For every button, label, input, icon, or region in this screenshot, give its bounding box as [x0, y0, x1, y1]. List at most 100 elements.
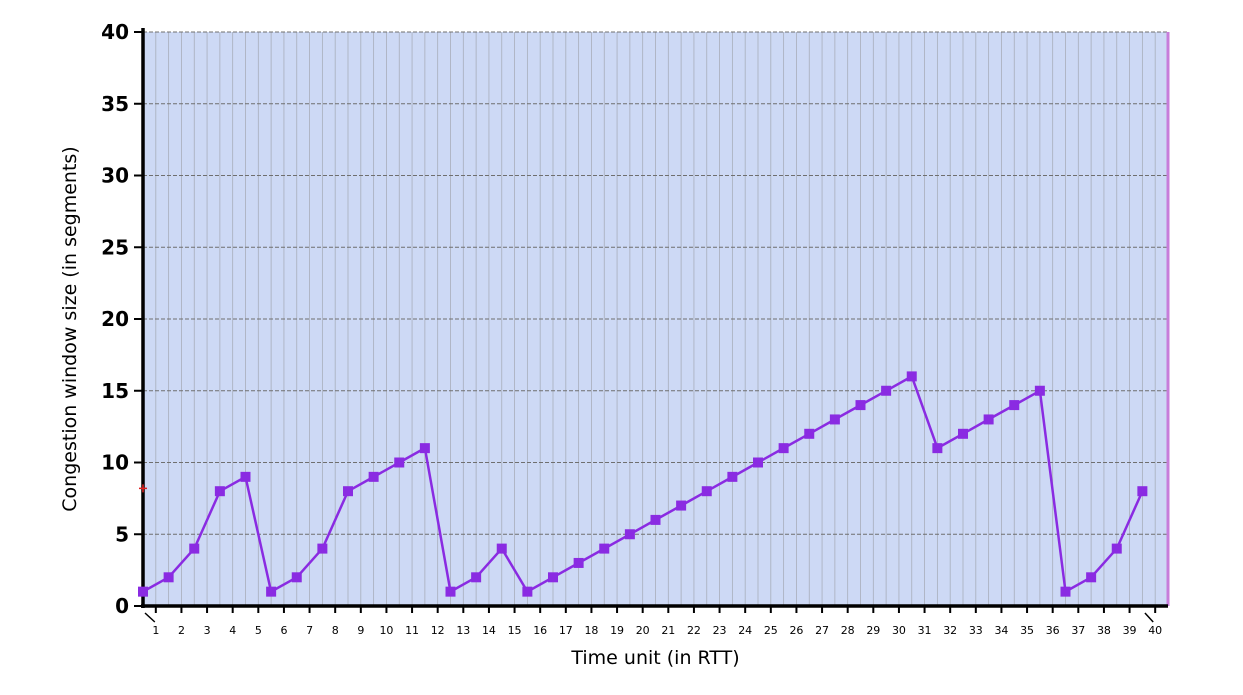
y-tick-labels: 0 5 10 15 20 25 30 35 40 — [101, 20, 143, 618]
y-tick-label: 10 — [101, 451, 129, 475]
y-tick-label: 5 — [115, 522, 129, 546]
data-point — [676, 500, 687, 511]
data-point — [368, 471, 379, 482]
y-tick-label: 20 — [101, 307, 129, 331]
x-label-pointer — [1144, 612, 1154, 623]
y-tick-label: 30 — [101, 164, 129, 188]
x-tick-label: 11 — [405, 624, 419, 637]
data-point — [419, 443, 430, 454]
y-axis-title: Congestion window size (in segments) — [59, 146, 81, 511]
x-tick-label: 22 — [687, 624, 701, 637]
data-point — [496, 543, 507, 554]
data-point — [548, 572, 558, 583]
x-tick-label: 10 — [379, 624, 393, 637]
data-point — [317, 543, 328, 554]
data-point — [394, 457, 405, 468]
x-tick-label: 35 — [1020, 624, 1034, 637]
x-tick-label: 30 — [892, 624, 906, 637]
x-tick-label: 38 — [1097, 624, 1111, 637]
x-tick-label: 36 — [1046, 624, 1060, 637]
data-point — [291, 572, 302, 583]
data-point — [958, 428, 968, 439]
series — [142, 375, 1144, 593]
y-tick-label: 15 — [101, 379, 129, 403]
x-tick-label: 15 — [508, 624, 522, 637]
data-point — [1086, 572, 1097, 583]
x-label-pointer — [144, 612, 156, 623]
crosshair-marker-icon — [139, 484, 147, 493]
x-tick-label: 13 — [456, 624, 470, 637]
data-point — [1111, 543, 1122, 554]
x-tick-label: 20 — [636, 624, 650, 637]
data-point — [650, 514, 661, 525]
x-tick-label: 7 — [306, 624, 313, 637]
y-tick-label: 35 — [101, 92, 129, 116]
x-tick-label: 6 — [280, 624, 287, 637]
x-tick-label: 23 — [713, 624, 727, 637]
data-point — [804, 428, 815, 439]
data-point — [1060, 586, 1071, 597]
data-point — [906, 371, 917, 382]
data-point — [727, 471, 738, 482]
x-tick-label: 12 — [431, 624, 445, 637]
data-point — [471, 572, 482, 583]
data-point — [881, 385, 892, 396]
x-tick-label: 25 — [764, 624, 778, 637]
x-tick-label: 26 — [789, 624, 803, 637]
x-tick-label: 14 — [482, 624, 496, 637]
data-point — [163, 572, 174, 583]
x-tick-label: 39 — [1123, 624, 1137, 637]
x-tick-label: 34 — [994, 624, 1008, 637]
data-point — [522, 586, 533, 597]
x-tick-label: 18 — [584, 624, 598, 637]
markers — [138, 371, 1148, 597]
data-point — [445, 586, 456, 597]
data-point — [932, 443, 943, 454]
x-tick-label: 28 — [841, 624, 855, 637]
data-point — [138, 586, 148, 597]
x-tick-label: 9 — [357, 624, 364, 637]
data-point — [214, 486, 225, 497]
data-point — [701, 486, 712, 497]
y-tick-label: 0 — [115, 594, 129, 618]
data-point — [983, 414, 994, 425]
data-point — [778, 443, 789, 454]
data-point — [240, 471, 251, 482]
data-point — [599, 543, 610, 554]
x-tick-label: 31 — [918, 624, 932, 637]
data-point — [1009, 400, 1020, 411]
y-tick-label: 40 — [101, 20, 129, 44]
x-tick-label: 32 — [943, 624, 957, 637]
data-point — [829, 414, 840, 425]
x-tick-label: 17 — [559, 624, 573, 637]
x-tick-label: 1 — [152, 624, 159, 637]
y-tick-label: 25 — [101, 235, 129, 259]
data-point — [343, 486, 353, 497]
data-point — [624, 529, 635, 540]
x-tick-label: 21 — [661, 624, 675, 637]
x-tick-label: 24 — [738, 624, 752, 637]
x-tick-label: 40 — [1148, 624, 1162, 637]
x-tick-label: 37 — [1071, 624, 1085, 637]
data-point — [266, 586, 277, 597]
data-point — [753, 457, 763, 468]
x-tick-labels: 1 2 3 4 5 6 7 8 9 10 11 12 13 14 15 16 17 18 19 20 21 22 23 24 2… — [144, 606, 1162, 637]
data-point — [1137, 486, 1148, 497]
x-axis-title: Time unit (in RTT) — [570, 647, 739, 669]
x-tick-label: 5 — [255, 624, 262, 637]
data-point — [189, 543, 200, 554]
x-tick-label: 19 — [610, 624, 624, 637]
data-point — [1034, 385, 1045, 396]
x-tick-label: 4 — [229, 624, 236, 637]
x-tick-label: 3 — [204, 624, 211, 637]
series-line — [142, 375, 1144, 593]
x-tick-label: 27 — [815, 624, 829, 637]
x-tick-label: 29 — [866, 624, 880, 637]
data-point — [573, 557, 584, 568]
x-tick-label: 33 — [969, 624, 983, 637]
data-point — [855, 400, 866, 411]
x-tick-label: 2 — [178, 624, 185, 637]
x-tick-label: 16 — [533, 624, 547, 637]
x-tick-label: 8 — [332, 624, 339, 637]
